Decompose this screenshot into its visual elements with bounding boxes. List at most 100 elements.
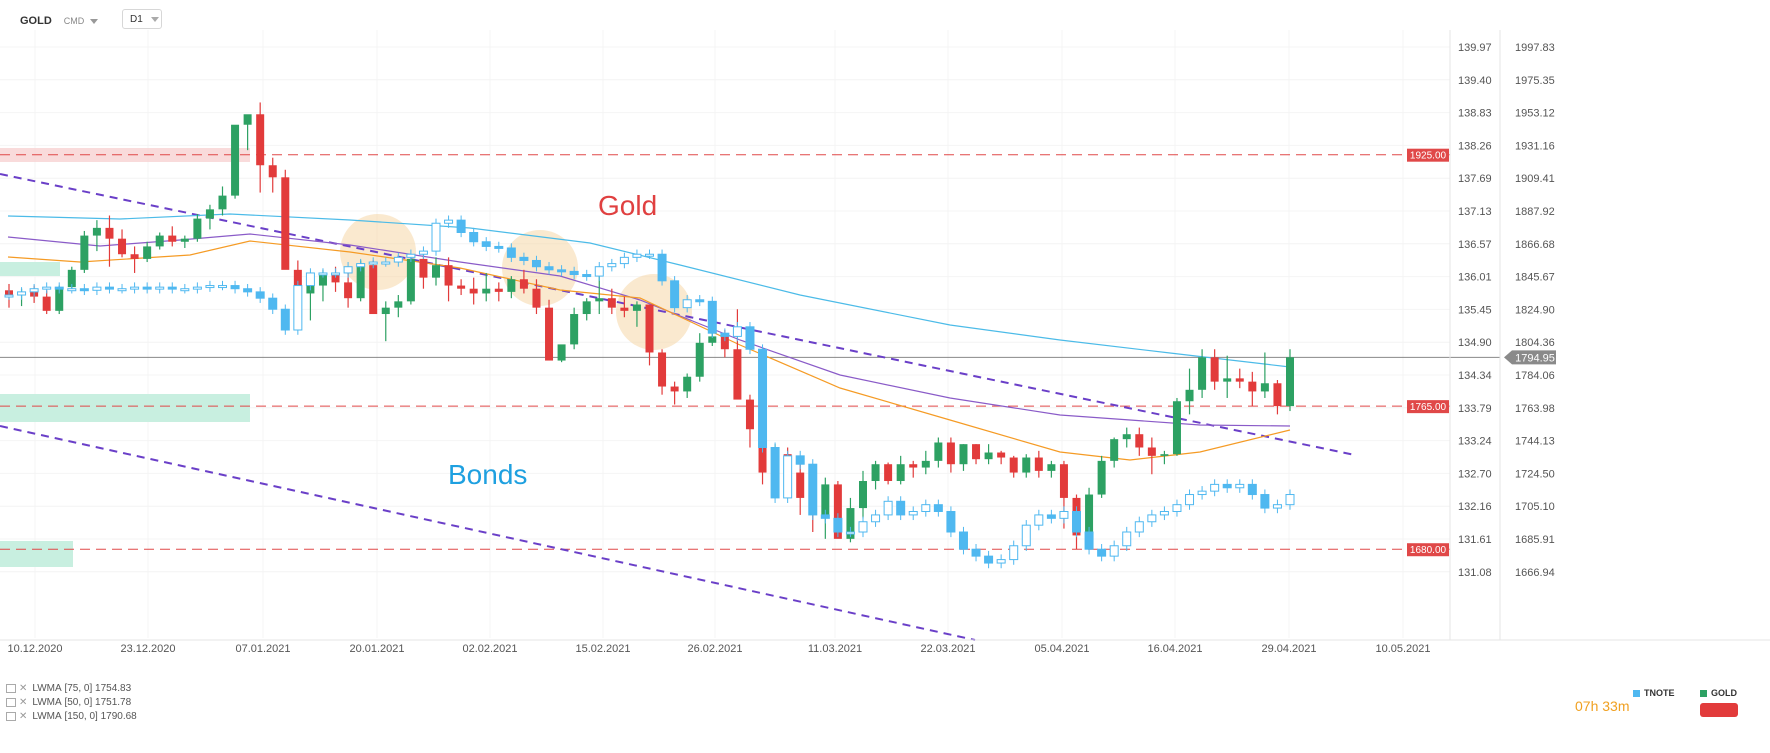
legend-tnote[interactable]: TNOTE	[1633, 688, 1675, 698]
candle-body	[607, 298, 616, 308]
symbol-name[interactable]: GOLD	[20, 15, 52, 27]
tnote-candle	[1172, 499, 1182, 517]
gold-candle	[1110, 437, 1119, 468]
y-left-tick-label: 133.24	[1458, 436, 1492, 448]
candle-body	[243, 288, 253, 293]
indicator-value: 1754.83	[95, 683, 132, 694]
tnote-candle	[783, 450, 793, 503]
tnote-candle	[569, 266, 579, 280]
tnote-candle	[4, 290, 14, 300]
candle-body	[845, 531, 855, 535]
gold-candle	[821, 477, 830, 539]
close-icon[interactable]: ✕	[19, 697, 28, 708]
candle-body	[406, 253, 416, 258]
tnote-candle	[1247, 479, 1257, 500]
x-tick-label: 22.03.2021	[920, 643, 975, 655]
candle-body	[519, 279, 528, 289]
candle-body	[1134, 521, 1144, 533]
tnote-candle	[933, 499, 943, 517]
y-left-tick-label: 136.01	[1458, 272, 1492, 284]
legend-gold[interactable]: GOLD	[1700, 688, 1737, 698]
indicator-row[interactable]: ✕ LWMA [150, 0] 1790.68	[6, 711, 137, 722]
candle-body	[858, 521, 868, 533]
candle-body	[594, 266, 604, 277]
candle-body	[104, 286, 114, 290]
current-price-label: 1794.95	[1515, 352, 1555, 364]
candle-body	[545, 307, 554, 361]
candle-body	[318, 272, 327, 286]
gold-series-button[interactable]	[1700, 703, 1738, 717]
candle-body	[255, 291, 265, 299]
chevron-down-icon	[150, 16, 159, 22]
current-price-tag	[1504, 350, 1556, 365]
candle-body	[707, 300, 717, 334]
gold-candle	[1022, 454, 1031, 478]
close-icon[interactable]: ✕	[19, 711, 28, 722]
legend-label: GOLD	[1711, 688, 1737, 698]
indicator-settings-icon[interactable]	[6, 712, 16, 721]
tnote-candle	[632, 249, 642, 263]
candle-body	[896, 500, 906, 516]
close-icon[interactable]: ✕	[19, 683, 28, 694]
candle-body	[205, 285, 215, 289]
candle-body	[92, 227, 101, 236]
x-tick-label: 11.03.2021	[808, 643, 862, 655]
indicator-row[interactable]: ✕ LWMA [50, 0] 1751.78	[6, 697, 131, 708]
gold-candle	[369, 260, 378, 315]
candle-body	[1059, 510, 1069, 519]
candle-body	[507, 279, 516, 292]
candle-body	[180, 238, 189, 242]
candle-body	[92, 286, 102, 291]
y-right-tick-label: 1804.36	[1515, 337, 1555, 349]
tnote-candle	[481, 237, 491, 252]
candle-body	[1260, 383, 1269, 392]
gold-candle	[1273, 379, 1282, 415]
candle-body	[720, 336, 729, 350]
indicator-settings-icon[interactable]	[6, 684, 16, 693]
tnote-candle	[871, 509, 881, 527]
indicator-settings-icon[interactable]	[6, 698, 16, 707]
y-right-tick-label: 1724.50	[1515, 468, 1555, 480]
candle-body	[143, 246, 152, 259]
candle-body	[192, 286, 202, 290]
tnote-candle	[142, 282, 152, 294]
candle-body	[619, 256, 629, 265]
gold-candle	[231, 124, 240, 199]
candle-body	[796, 472, 805, 498]
gold-candle	[972, 444, 981, 465]
y-left-tick-label: 132.16	[1458, 501, 1492, 513]
candle-body	[1009, 545, 1019, 561]
candle-body	[908, 510, 918, 516]
tnote-candle	[192, 282, 202, 294]
candle-body	[745, 326, 755, 350]
tnote-candle	[921, 499, 931, 517]
instrument-type-dropdown[interactable]: CMD	[64, 16, 99, 26]
timeframe-selector[interactable]: D1	[122, 9, 162, 29]
countdown-minutes: 33	[1602, 698, 1618, 714]
tnote-candle	[180, 283, 190, 294]
tnote-candle	[845, 526, 855, 538]
candle-body	[1172, 401, 1181, 455]
candle-body	[280, 308, 290, 331]
tnote-candle	[908, 506, 918, 521]
gold-candle	[444, 257, 453, 302]
gold-candle	[281, 169, 290, 270]
gold-candle	[532, 279, 541, 315]
gold-candle	[494, 282, 503, 302]
candle-body	[959, 444, 968, 465]
tnote-candle	[758, 344, 768, 453]
candle-body	[79, 288, 89, 292]
candle-body	[921, 504, 931, 512]
candle-body	[883, 500, 893, 516]
candle-body	[193, 218, 202, 239]
candle-body	[1110, 439, 1119, 461]
tnote-candle	[280, 304, 290, 335]
gold-candle	[1235, 368, 1244, 389]
indicator-row[interactable]: ✕ LWMA [75, 0] 1754.83	[6, 683, 131, 694]
tnote-candle	[1235, 479, 1245, 493]
indicator-params: [50, 0]	[64, 697, 93, 708]
tnote-candle	[29, 283, 39, 297]
candle-body	[381, 307, 390, 315]
